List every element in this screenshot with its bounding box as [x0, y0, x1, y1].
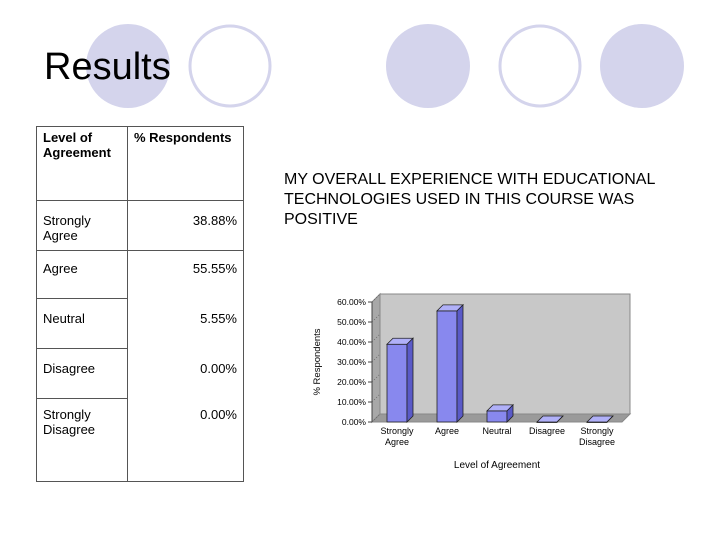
- y-tick-connector: [371, 393, 381, 403]
- results-table: Level of Agreement % Respondents Strongl…: [36, 126, 244, 482]
- bar-side: [506, 403, 514, 423]
- table-header-row: Level of Agreement % Respondents: [36, 126, 244, 201]
- row-level: Disagree: [36, 348, 128, 399]
- bar-side: [456, 303, 464, 423]
- table-row: Disagree 0.00%: [36, 348, 244, 399]
- x-tick-label: Neutral: [482, 426, 511, 436]
- plot-back-wall: [379, 293, 631, 415]
- x-tick-label: Disagree: [529, 426, 565, 436]
- row-pct: 38.88%: [127, 200, 244, 251]
- row-pct: 5.55%: [127, 298, 244, 349]
- row-level: Neutral: [36, 298, 128, 349]
- x-tick-label-line2: Disagree: [579, 437, 615, 447]
- x-tick-label-line2: Agree: [385, 437, 409, 447]
- y-tick-label: 0.00%: [342, 417, 367, 427]
- y-tick-label: 30.00%: [337, 357, 366, 367]
- y-tick-connector: [371, 333, 381, 343]
- x-tick-label: Strongly: [580, 426, 614, 436]
- circle-4: [498, 24, 582, 108]
- circle-2: [188, 24, 272, 108]
- y-tick-label: 50.00%: [337, 317, 366, 327]
- row-pct: 0.00%: [127, 348, 244, 399]
- circle-3: [386, 24, 470, 108]
- bar: [486, 410, 508, 423]
- bar-side: [406, 337, 414, 423]
- y-axis-title: % Respondents: [312, 328, 323, 395]
- row-level: Strongly Disagree: [36, 398, 128, 482]
- bar-side: [556, 415, 564, 423]
- circle-5: [600, 24, 684, 108]
- x-axis-title: Level of Agreement: [454, 460, 540, 471]
- bar: [386, 343, 408, 423]
- header-pct: % Respondents: [127, 126, 244, 201]
- agreement-bar-chart: 0.00% 10.00% 20.00% 30.00% 40.00% 50.00% 60.00…: [312, 292, 632, 471]
- x-tick-label: Strongly: [380, 426, 414, 436]
- row-level: Agree: [36, 250, 128, 299]
- y-tick-connector: [371, 373, 381, 383]
- row-pct: 55.55%: [127, 250, 244, 299]
- y-tick-label: 20.00%: [337, 377, 366, 387]
- table-row: Strongly Agree 38.88%: [36, 200, 244, 251]
- y-tick-label: 60.00%: [337, 297, 366, 307]
- y-tick-label: 10.00%: [337, 397, 366, 407]
- table-row: Agree 55.55%: [36, 250, 244, 299]
- row-pct: 0.00%: [127, 398, 244, 482]
- y-tick-connector: [371, 413, 381, 423]
- header-level: Level of Agreement: [36, 126, 128, 201]
- decorative-circles: [86, 24, 684, 108]
- y-tick-connector: [371, 293, 381, 303]
- plot-side-wall: [371, 292, 381, 424]
- circle-1: [86, 24, 170, 108]
- bar: [436, 310, 458, 423]
- y-tick-connector: [371, 353, 381, 363]
- row-level: Strongly Agree: [36, 200, 128, 251]
- table-row: Strongly Disagree 0.00%: [36, 398, 244, 482]
- y-tick-label: 40.00%: [337, 337, 366, 347]
- y-tick-connector: [371, 313, 381, 323]
- slide-title: Results: [44, 46, 171, 88]
- bar-side: [606, 415, 614, 423]
- table-row: Neutral 5.55%: [36, 298, 244, 349]
- survey-question: MY OVERALL EXPERIENCE WITH EDUCATIONAL T…: [284, 171, 655, 228]
- x-tick-label: Agree: [435, 426, 459, 436]
